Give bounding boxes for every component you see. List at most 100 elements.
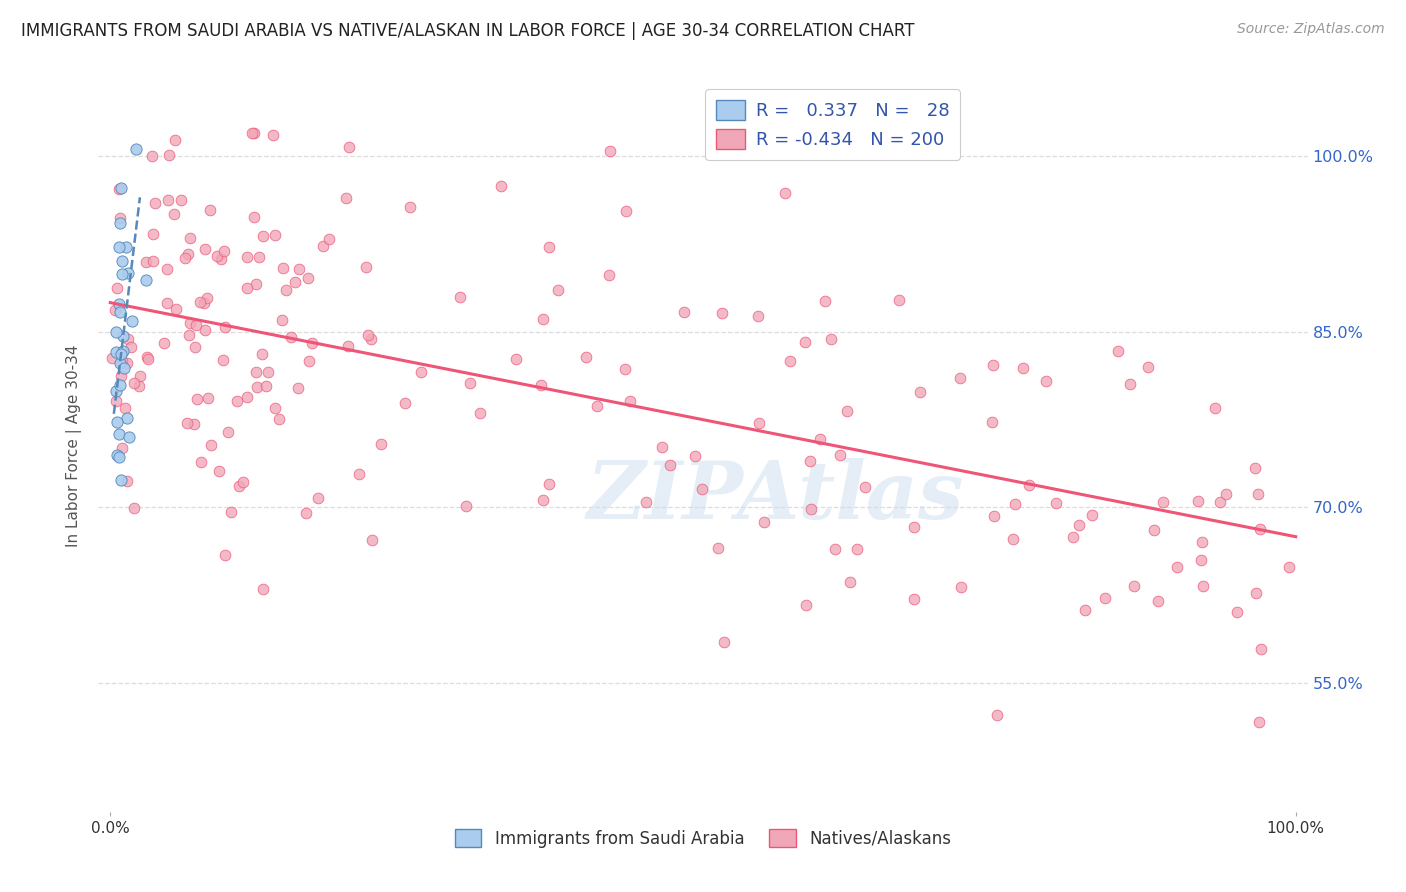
Point — [747, 309, 769, 323]
Point — [1067, 517, 1090, 532]
Point — [298, 353, 321, 368]
Point — [470, 406, 492, 420]
Point — [205, 248, 228, 262]
Point — [262, 128, 284, 143]
Point — [1187, 494, 1209, 508]
Point — [110, 181, 132, 195]
Point — [411, 365, 433, 379]
Point — [1277, 560, 1299, 574]
Point — [105, 448, 128, 462]
Point — [683, 449, 706, 463]
Point — [101, 351, 124, 365]
Point — [156, 296, 179, 310]
Point — [337, 339, 360, 353]
Point — [252, 229, 274, 244]
Point — [177, 328, 200, 343]
Point — [214, 320, 236, 334]
Point — [598, 268, 620, 282]
Point — [949, 580, 972, 594]
Point — [228, 478, 250, 492]
Point — [177, 246, 200, 260]
Point — [142, 227, 165, 241]
Point — [619, 394, 641, 409]
Point — [179, 316, 201, 330]
Point — [107, 450, 129, 464]
Point — [399, 201, 422, 215]
Point — [235, 281, 257, 295]
Point — [748, 417, 770, 431]
Point — [225, 393, 247, 408]
Point — [108, 305, 131, 319]
Point — [903, 591, 925, 606]
Point — [824, 541, 846, 556]
Point — [1143, 523, 1166, 537]
Point — [347, 467, 370, 481]
Y-axis label: In Labor Force | Age 30-34: In Labor Force | Age 30-34 — [66, 344, 83, 548]
Point — [613, 362, 636, 376]
Point — [264, 228, 287, 243]
Point — [307, 491, 329, 506]
Point — [799, 454, 821, 468]
Point — [1215, 487, 1237, 501]
Point — [165, 301, 187, 316]
Point — [814, 293, 837, 308]
Point — [111, 267, 134, 281]
Point — [1004, 497, 1026, 511]
Point — [245, 365, 267, 379]
Point — [107, 239, 129, 253]
Point — [394, 396, 416, 410]
Point — [183, 417, 205, 432]
Point — [1209, 495, 1232, 509]
Point — [1249, 714, 1271, 729]
Point — [1192, 579, 1215, 593]
Point — [531, 493, 554, 508]
Point — [110, 369, 132, 384]
Point — [318, 231, 340, 245]
Point — [673, 305, 696, 319]
Point — [198, 203, 221, 218]
Point — [1118, 377, 1140, 392]
Point — [846, 541, 869, 556]
Point — [194, 242, 217, 256]
Point — [112, 329, 135, 343]
Point — [143, 196, 166, 211]
Point — [120, 340, 142, 354]
Point — [200, 438, 222, 452]
Point — [236, 390, 259, 404]
Point — [114, 240, 136, 254]
Point — [837, 404, 859, 418]
Point — [105, 281, 128, 295]
Point — [121, 313, 143, 327]
Point — [129, 368, 152, 383]
Point — [707, 541, 730, 556]
Point — [1166, 560, 1188, 574]
Point — [111, 441, 134, 455]
Point — [165, 133, 187, 147]
Point — [135, 350, 157, 364]
Point — [779, 354, 801, 368]
Point — [197, 391, 219, 405]
Point — [240, 126, 263, 140]
Point — [773, 186, 796, 200]
Point — [1244, 586, 1267, 600]
Point — [1189, 553, 1212, 567]
Point — [1107, 343, 1129, 358]
Point — [122, 500, 145, 515]
Point — [174, 251, 197, 265]
Point — [983, 509, 1005, 524]
Point — [599, 144, 621, 158]
Point — [335, 191, 357, 205]
Point — [614, 204, 637, 219]
Point — [710, 306, 733, 320]
Point — [1249, 522, 1271, 536]
Point — [1146, 593, 1168, 607]
Point — [108, 216, 131, 230]
Point — [105, 393, 128, 408]
Point — [156, 193, 179, 207]
Point — [186, 318, 208, 332]
Point — [505, 351, 527, 366]
Point — [105, 415, 128, 429]
Point — [114, 361, 136, 376]
Text: ZIPAtlas: ZIPAtlas — [586, 458, 965, 536]
Point — [354, 260, 377, 274]
